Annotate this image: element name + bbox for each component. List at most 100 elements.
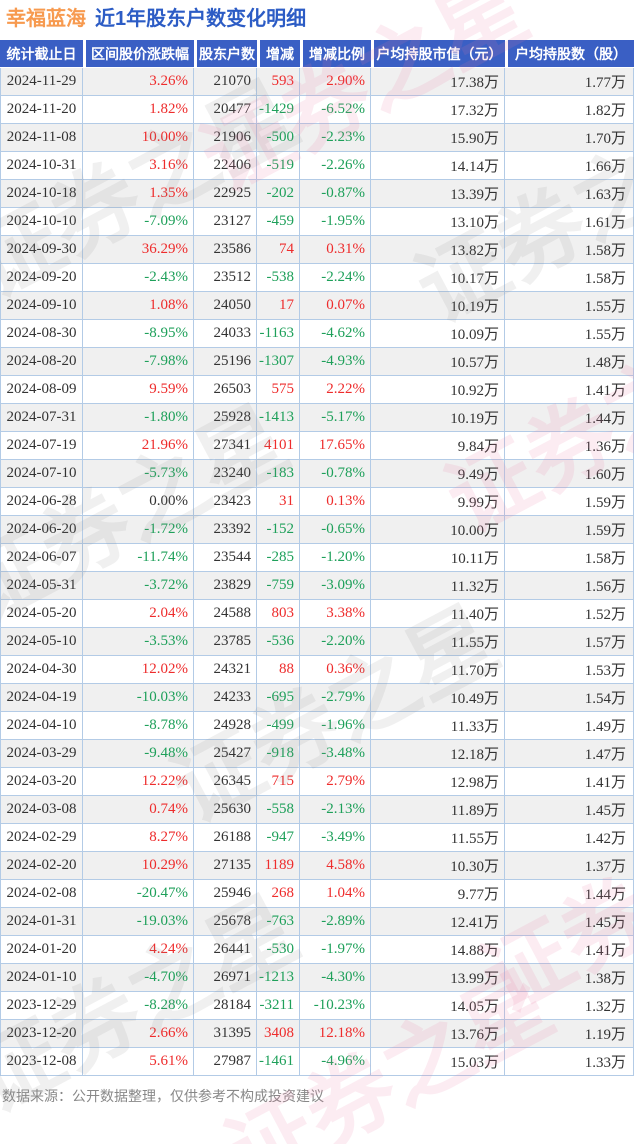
cell-change-ratio: -3.09% [300,572,371,600]
cell-stat-date: 2024-03-08 [0,796,83,824]
cell-avg-shares: 1.36万 [505,432,634,460]
cell-change-amount: 17 [257,292,300,320]
cell-stat-date: 2024-02-08 [0,880,83,908]
cell-price-change: 5.61% [83,1048,194,1076]
table-row: 2024-08-20 -7.98% 25196 -1307 -4.93% 10.… [0,348,634,376]
col-header-avg-market-value: 户均持股市值（元） [371,40,505,68]
cell-change-ratio: -1.95% [300,208,371,236]
cell-change-ratio: -4.62% [300,320,371,348]
cell-avg-shares: 1.38万 [505,964,634,992]
cell-avg-shares: 1.37万 [505,852,634,880]
cell-price-change: 36.29% [83,236,194,264]
cell-change-amount: -152 [257,516,300,544]
table-row: 2024-11-08 10.00% 21906 -500 -2.23% 15.9… [0,124,634,152]
cell-avg-market-value: 13.82万 [371,236,505,264]
cell-holder-count: 23544 [194,544,257,572]
cell-price-change: -9.48% [83,740,194,768]
cell-stat-date: 2024-06-28 [0,488,83,516]
cell-price-change: -3.72% [83,572,194,600]
cell-change-amount: -1213 [257,964,300,992]
cell-price-change: -10.03% [83,684,194,712]
cell-avg-shares: 1.19万 [505,1020,634,1048]
cell-price-change: -2.43% [83,264,194,292]
table-row: 2023-12-08 5.61% 27987 -1461 -4.96% 15.0… [0,1048,634,1076]
cell-holder-count: 24033 [194,320,257,348]
cell-avg-shares: 1.56万 [505,572,634,600]
cell-holder-count: 25427 [194,740,257,768]
cell-avg-shares: 1.70万 [505,124,634,152]
cell-avg-market-value: 14.88万 [371,936,505,964]
cell-change-ratio: -0.87% [300,180,371,208]
col-header-price-change: 区间股价涨跌幅 [83,40,194,68]
cell-holder-count: 25196 [194,348,257,376]
cell-avg-market-value: 10.09万 [371,320,505,348]
cell-holder-count: 23586 [194,236,257,264]
cell-holder-count: 23785 [194,628,257,656]
cell-stat-date: 2024-10-18 [0,180,83,208]
cell-stat-date: 2024-02-20 [0,852,83,880]
cell-change-ratio: 3.38% [300,600,371,628]
cell-avg-shares: 1.57万 [505,628,634,656]
cell-stat-date: 2024-01-20 [0,936,83,964]
cell-avg-shares: 1.59万 [505,516,634,544]
cell-price-change: -19.03% [83,908,194,936]
cell-change-ratio: -2.79% [300,684,371,712]
cell-avg-shares: 1.52万 [505,600,634,628]
col-header-change-amount: 增减 [257,40,300,68]
cell-change-amount: -947 [257,824,300,852]
cell-avg-market-value: 10.00万 [371,516,505,544]
cell-price-change: -8.78% [83,712,194,740]
cell-change-ratio: -1.20% [300,544,371,572]
cell-change-ratio: -0.78% [300,460,371,488]
cell-change-amount: -759 [257,572,300,600]
cell-change-amount: -558 [257,796,300,824]
cell-avg-market-value: 17.38万 [371,68,505,96]
cell-price-change: -20.47% [83,880,194,908]
col-header-change-ratio: 增减比例 [300,40,371,68]
cell-change-amount: 593 [257,68,300,96]
cell-avg-market-value: 12.41万 [371,908,505,936]
cell-avg-shares: 1.33万 [505,1048,634,1076]
cell-stat-date: 2024-01-31 [0,908,83,936]
cell-avg-market-value: 13.99万 [371,964,505,992]
cell-change-ratio: -4.30% [300,964,371,992]
table-row: 2024-09-20 -2.43% 23512 -538 -2.24% 10.1… [0,264,634,292]
cell-price-change: 8.27% [83,824,194,852]
cell-change-amount: 4101 [257,432,300,460]
cell-avg-shares: 1.54万 [505,684,634,712]
cell-holder-count: 22925 [194,180,257,208]
cell-change-amount: -1461 [257,1048,300,1076]
cell-avg-market-value: 11.32万 [371,572,505,600]
cell-avg-shares: 1.53万 [505,656,634,684]
cell-avg-market-value: 10.11万 [371,544,505,572]
cell-avg-shares: 1.61万 [505,208,634,236]
table-row: 2024-04-19 -10.03% 24233 -695 -2.79% 10.… [0,684,634,712]
cell-stat-date: 2023-12-29 [0,992,83,1020]
stock-name: 幸福蓝海 [6,8,86,30]
cell-price-change: -7.09% [83,208,194,236]
cell-price-change: -7.98% [83,348,194,376]
cell-change-ratio: 17.65% [300,432,371,460]
cell-holder-count: 23423 [194,488,257,516]
cell-stat-date: 2024-05-20 [0,600,83,628]
cell-stat-date: 2024-07-31 [0,404,83,432]
cell-holder-count: 27135 [194,852,257,880]
cell-avg-shares: 1.49万 [505,712,634,740]
cell-holder-count: 22406 [194,152,257,180]
cell-avg-shares: 1.59万 [505,488,634,516]
cell-avg-shares: 1.58万 [505,236,634,264]
cell-change-ratio: 2.79% [300,768,371,796]
cell-holder-count: 24321 [194,656,257,684]
cell-change-amount: -1163 [257,320,300,348]
table-row: 2024-03-29 -9.48% 25427 -918 -3.48% 12.1… [0,740,634,768]
cell-change-amount: -202 [257,180,300,208]
cell-change-amount: 575 [257,376,300,404]
cell-change-amount: -1307 [257,348,300,376]
cell-avg-market-value: 13.76万 [371,1020,505,1048]
cell-avg-market-value: 14.14万 [371,152,505,180]
cell-change-ratio: -4.93% [300,348,371,376]
cell-change-ratio: -3.49% [300,824,371,852]
col-header-avg-shares: 户均持股数（股） [505,40,634,68]
cell-avg-shares: 1.44万 [505,880,634,908]
cell-avg-market-value: 10.19万 [371,404,505,432]
